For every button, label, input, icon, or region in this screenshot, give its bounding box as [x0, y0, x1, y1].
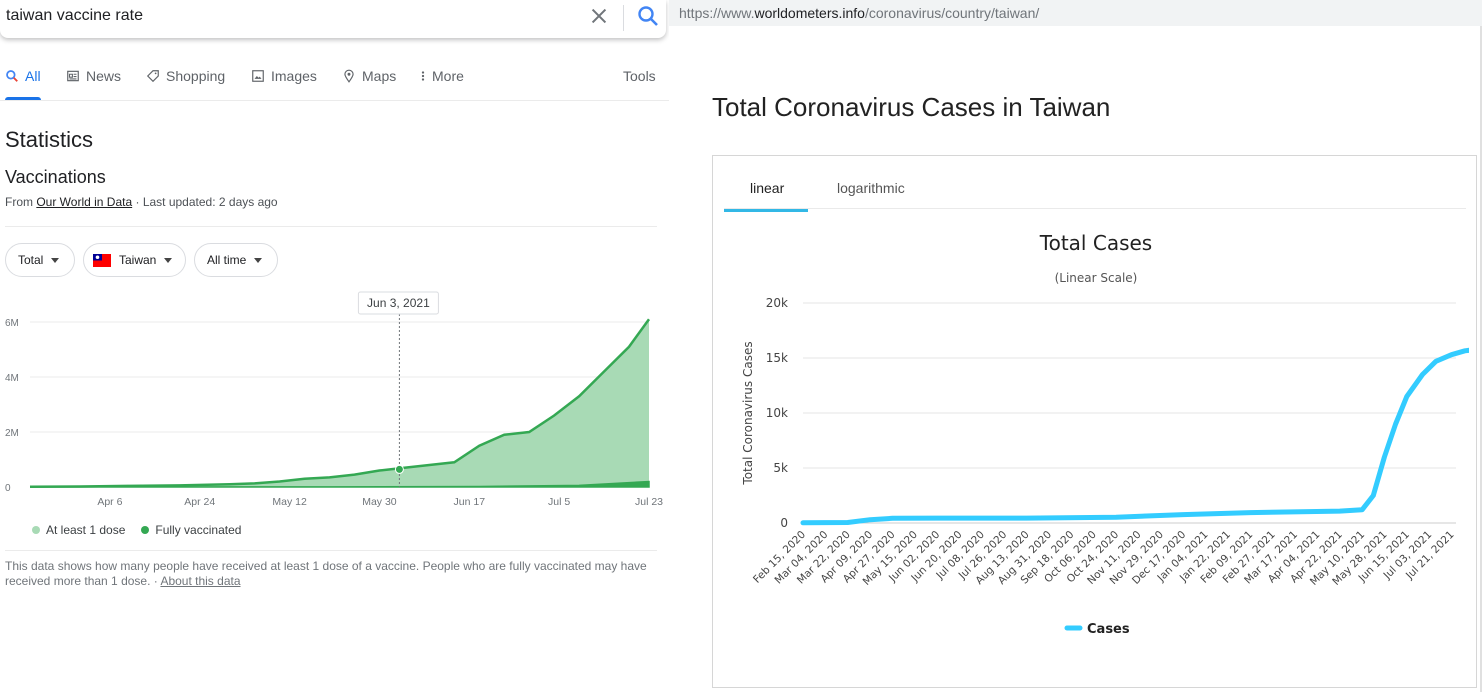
page-title: Total Coronavirus Cases in Taiwan	[712, 92, 1111, 122]
legend-label: Fully vaccinated	[155, 523, 242, 537]
x-tick-label: May 12	[272, 496, 307, 508]
note-text: This data shows how many people have rec…	[5, 559, 647, 588]
about-this-data-link[interactable]: About this data	[160, 574, 241, 588]
tab-divider	[724, 208, 1466, 209]
news-icon	[67, 70, 79, 82]
source-prefix: From	[5, 195, 37, 209]
y-tick-label: 15k	[766, 351, 788, 365]
divider	[5, 550, 657, 551]
tab-label: Maps	[362, 68, 397, 84]
search-divider	[623, 5, 624, 31]
source-link[interactable]: Our World in Data	[36, 195, 133, 209]
tab-label: News	[86, 68, 122, 84]
map-pin-icon	[344, 69, 354, 83]
active-tab-indicator	[724, 209, 808, 212]
x-tick-label: Apr 24	[184, 496, 215, 508]
statistics-heading: Statistics	[5, 127, 94, 152]
vaccination-legend: At least 1 dose Fully vaccinated	[32, 523, 241, 537]
filter-country-label: Taiwan	[119, 253, 157, 267]
x-tick-label: May 30	[362, 496, 397, 508]
legend-label: Cases	[1087, 622, 1130, 637]
url-prefix: https://www.	[679, 5, 755, 21]
vaccinations-heading: Vaccinations	[5, 167, 106, 187]
tab-news[interactable]: News	[66, 68, 121, 98]
area-fully-vaccinated	[29, 480, 650, 488]
tab-maps[interactable]: Maps	[342, 68, 396, 98]
tooltip-box	[357, 291, 439, 315]
address-bar[interactable]: https://www.worldometers.info/coronaviru…	[669, 0, 1482, 26]
x-tick-label: Jun 17	[454, 496, 486, 508]
url-path: /coronavirus/country/taiwan/	[864, 5, 1040, 21]
tab-shopping[interactable]: Shopping	[146, 68, 225, 98]
line-at-least-1-dose	[29, 318, 651, 488]
tag-icon	[146, 70, 159, 83]
tab-all[interactable]: All	[5, 68, 41, 98]
chart-panel: linear logarithmic	[712, 155, 1477, 688]
tab-label: Images	[271, 68, 317, 84]
y-axis-label: Total Coronavirus Cases	[741, 341, 755, 485]
y-tick-label: 10k	[766, 406, 788, 420]
y-tick-label: 6M	[5, 318, 19, 329]
filter-total-dropdown[interactable]: Total	[5, 243, 75, 277]
filter-country-dropdown[interactable]: Taiwan	[83, 243, 186, 277]
search-box[interactable]: taiwan vaccine rate	[0, 0, 666, 38]
tab-label: All	[25, 68, 41, 84]
tools-label: Tools	[623, 68, 656, 84]
y-tick-label: 2M	[5, 428, 19, 439]
chart-subtitle: (Linear Scale)	[1055, 271, 1138, 285]
legend-label: At least 1 dose	[46, 523, 126, 537]
tab-images[interactable]: Images	[251, 68, 317, 98]
legend-item-at-least-1-dose: At least 1 dose	[32, 523, 125, 537]
total-cases-chart[interactable]: Total Cases (Linear Scale) Total Coronavir…	[669, 225, 1469, 645]
legend-swatch	[32, 526, 40, 534]
url-text: https://www.worldometers.info/coronaviru…	[679, 5, 1039, 21]
chart-title: Total Cases	[1039, 231, 1152, 255]
tab-label: Shopping	[166, 68, 226, 84]
area-at-least-1-dose	[30, 319, 649, 487]
chevron-down-icon	[51, 257, 60, 263]
y-tick-label: 0	[780, 516, 788, 530]
url-domain: worldometers.info	[754, 5, 865, 21]
image-icon	[252, 70, 264, 82]
y-tick-label: 5k	[773, 461, 788, 475]
legend-swatch	[141, 526, 150, 534]
filter-range-dropdown[interactable]: All time	[194, 243, 278, 277]
more-vert-icon	[421, 71, 425, 81]
worldometers-pane: https://www.worldometers.info/coronaviru…	[669, 0, 1482, 692]
chevron-down-icon	[164, 257, 173, 263]
data-note: This data shows how many people have rec…	[5, 559, 665, 589]
last-updated: · Last updated: 2 days ago	[132, 195, 278, 209]
search-icon	[6, 70, 18, 82]
vaccination-chart[interactable]: 0 2M 4M 6M Apr 6 Apr 24 May 12 May 30 Jun 17 Jul …	[0, 288, 669, 518]
search-tabs: All News Shopping Images Maps More Tools	[0, 62, 669, 101]
tab-more[interactable]: More	[420, 68, 464, 98]
taiwan-flag-icon	[93, 253, 111, 267]
google-search-pane: taiwan vaccine rate All News Shopping Im…	[0, 0, 669, 692]
y-tick-label: 0	[5, 483, 11, 494]
tab-label: More	[432, 68, 464, 84]
x-tick-label: Apr 6	[97, 496, 122, 508]
search-input[interactable]: taiwan vaccine rate	[6, 7, 143, 24]
search-icon[interactable]	[636, 4, 660, 28]
tooltip-label: Jun 3, 2021	[367, 296, 430, 310]
x-tick-label: Jul 23	[635, 496, 663, 508]
cases-line	[800, 347, 1469, 526]
tab-logarithmic[interactable]: logarithmic	[837, 180, 905, 196]
scrollbar[interactable]	[1480, 26, 1482, 692]
tab-linear[interactable]: linear	[750, 180, 785, 196]
legend-item-fully-vaccinated: Fully vaccinated	[141, 523, 241, 537]
source-line: From Our World in Data · Last updated: 2…	[5, 195, 278, 209]
filter-total-label: Total	[18, 253, 44, 267]
y-tick-label: 4M	[5, 373, 19, 384]
chevron-down-icon	[254, 257, 263, 263]
divider	[5, 226, 657, 227]
x-tick-label: Jul 5	[548, 496, 570, 508]
filter-range-label: All time	[207, 253, 247, 267]
hover-point	[394, 464, 404, 474]
y-tick-label: 20k	[766, 296, 788, 310]
tools-button[interactable]: Tools	[623, 68, 656, 98]
close-icon[interactable]	[588, 5, 610, 27]
active-tab-indicator	[5, 97, 41, 100]
note-separator: ·	[150, 574, 161, 588]
